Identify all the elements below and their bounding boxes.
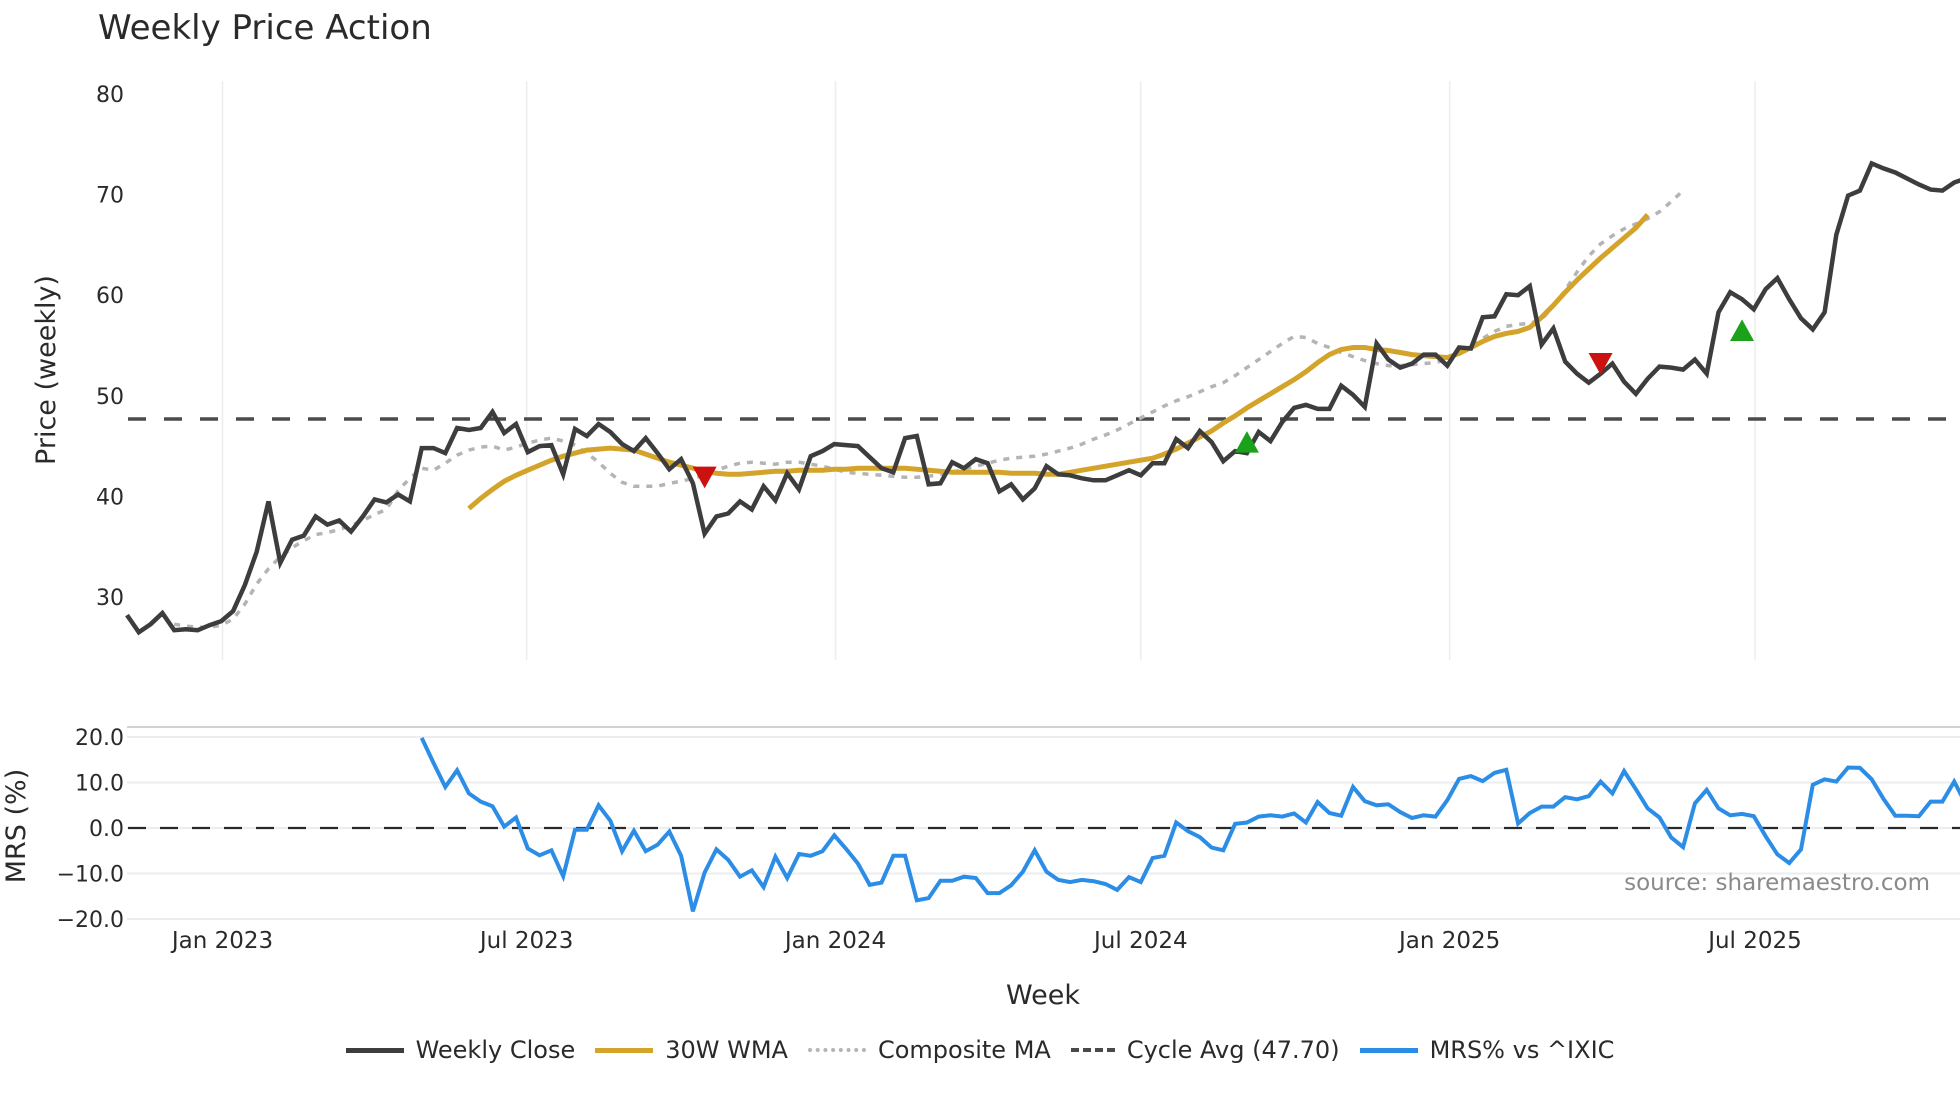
chart-canvas: 30 40 50 60 70 80 20.0 10.0 0.0 −10.0 −20.0 Jan 202… (1, 81, 1960, 1011)
x-axis-title: Week (1006, 980, 1080, 1011)
x-tick-label: Jul 2023 (478, 928, 574, 954)
legend-swatch-icon (1070, 1048, 1115, 1052)
x-tick-label: Jul 2025 (1706, 928, 1802, 954)
legend-swatch-icon (595, 1047, 654, 1053)
mrs-ytick-label: −10.0 (57, 863, 124, 888)
legend-swatch-icon (345, 1047, 404, 1053)
mrs-y-axis-title: MRS (%) (1, 769, 32, 884)
price-ytick-label: 50 (96, 385, 124, 410)
legend-label: 30W WMA (665, 1036, 788, 1064)
x-tick-label: Jan 2024 (783, 928, 886, 954)
mrs-line (419, 737, 1960, 912)
mrs-ytick-label: 20.0 (75, 726, 124, 751)
chart-title: Weekly Price Action (98, 8, 432, 48)
mrs-ytick-label: 10.0 (75, 772, 124, 797)
price-ytick-label: 80 (96, 83, 124, 108)
source-note: source: sharemaestro.com (1624, 870, 1930, 896)
wma-30w-line (467, 213, 1650, 511)
legend-item[interactable]: 30W WMA (595, 1036, 788, 1064)
x-tick-label: Jan 2025 (1397, 928, 1500, 954)
legend: Weekly Close 30W WMA Composite MA Cycle Avg… (0, 1036, 1960, 1064)
price-ytick-label: 30 (96, 586, 124, 611)
legend-item[interactable]: Composite MA (807, 1036, 1051, 1064)
sell-signal-triangle-down-icon (1588, 353, 1613, 375)
mrs-ytick-label: −20.0 (57, 908, 124, 933)
price-ytick-label: 60 (96, 284, 124, 309)
legend-label: Composite MA (877, 1036, 1051, 1064)
x-tick-label: Jan 2023 (170, 928, 273, 954)
price-ytick-label: 40 (96, 485, 124, 510)
legend-item[interactable]: Cycle Avg (47.70) (1070, 1036, 1340, 1064)
weekly-close-line (125, 160, 1960, 636)
sell-signal-triangle-down-icon (692, 466, 717, 489)
x-tick-label: Jul 2024 (1092, 928, 1188, 954)
buy-signal-triangle-up-icon (1234, 431, 1259, 453)
buy-signal-triangle-up-icon (1730, 319, 1755, 342)
legend-label: MRS% vs ^IXIC (1429, 1036, 1615, 1064)
legend-swatch-icon (1359, 1047, 1418, 1053)
legend-swatch-icon (807, 1048, 866, 1052)
legend-label: Weekly Close (415, 1036, 576, 1064)
composite-ma-line (173, 189, 1685, 629)
legend-item[interactable]: Weekly Close (345, 1036, 576, 1064)
mrs-ytick-label: 0.0 (89, 817, 124, 842)
price-y-axis-title: Price (weekly) (31, 275, 62, 465)
legend-label: Cycle Avg (47.70) (1126, 1036, 1340, 1064)
price-ytick-label: 70 (96, 184, 124, 209)
legend-item[interactable]: MRS% vs ^IXIC (1359, 1036, 1615, 1064)
